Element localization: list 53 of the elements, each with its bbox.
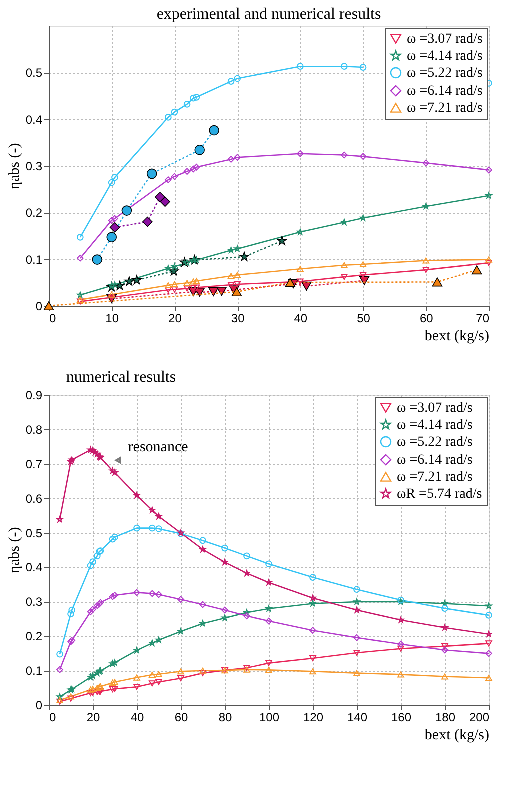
y-tick-label: 0.8 xyxy=(26,422,43,437)
chart-title: numerical results xyxy=(66,369,176,386)
y-tick-label: 0.4 xyxy=(26,112,43,127)
legend-label: ω =5.22 rad/s xyxy=(407,66,483,81)
y-tick-label: 0.2 xyxy=(26,206,43,220)
y-tick-label: 0.5 xyxy=(26,526,43,540)
x-tick-label: 60 xyxy=(420,312,434,326)
annotation: resonance xyxy=(128,439,189,456)
x-tick-label: 160 xyxy=(391,710,412,724)
y-axis-title: ηabs (-) xyxy=(6,143,23,190)
y-tick-label: 0 xyxy=(36,698,43,712)
legend-label: ω =6.14 rad/s xyxy=(407,84,483,99)
x-tick-label: 0 xyxy=(50,710,56,724)
y-tick-label: 0.6 xyxy=(26,492,43,506)
legend-label: ω =7.21 rad/s xyxy=(407,101,483,116)
legend-label: ω =5.22 rad/s xyxy=(397,435,473,450)
x-tick-label: 100 xyxy=(259,710,280,724)
x-tick-label: 60 xyxy=(174,710,188,724)
x-tick-label: 140 xyxy=(347,710,368,724)
legend-label: ω =4.14 rad/s xyxy=(407,49,483,64)
chart-title: experimental and numerical results xyxy=(156,6,382,23)
legend-label: ω =6.14 rad/s xyxy=(397,453,473,468)
legend-label: ω =3.07 rad/s xyxy=(407,32,483,47)
x-tick-label: 40 xyxy=(294,312,308,326)
x-tick-label: 30 xyxy=(231,312,246,326)
legend-label: ω =4.14 rad/s xyxy=(397,418,473,433)
x-tick-label: 200 xyxy=(469,710,490,724)
y-tick-label: 0.2 xyxy=(26,630,43,644)
x-axis-title: bext (kg/s) xyxy=(424,328,490,344)
x-tick-label: 0 xyxy=(50,312,56,326)
y-tick-label: 0.3 xyxy=(26,595,43,610)
legend-label: ωR =5.74 rad/s xyxy=(397,487,482,502)
y-tick-label: 0.9 xyxy=(26,388,43,402)
x-tick-label: 50 xyxy=(357,312,371,326)
x-tick-label: 120 xyxy=(303,710,324,724)
x-tick-label: 10 xyxy=(106,312,120,326)
y-tick-label: 0.7 xyxy=(26,457,43,472)
x-tick-label: 20 xyxy=(86,710,100,724)
x-tick-label: 20 xyxy=(168,312,182,326)
y-tick-label: 0 xyxy=(36,300,43,314)
legend-label: ω =7.21 rad/s xyxy=(397,470,473,485)
y-tick-label: 0.3 xyxy=(26,160,43,174)
y-tick-label: 0.4 xyxy=(26,560,43,575)
y-tick-label: 0.1 xyxy=(26,252,43,267)
x-tick-label: 40 xyxy=(130,710,144,724)
y-tick-label: 0.5 xyxy=(26,66,43,80)
x-tick-label: 70 xyxy=(476,312,490,326)
y-tick-label: 0.1 xyxy=(26,664,43,678)
y-axis-title: ηabs (-) xyxy=(6,527,23,574)
x-tick-label: 80 xyxy=(218,710,232,724)
legend-label: ω =3.07 rad/s xyxy=(397,401,473,416)
x-axis-title: bext (kg/s) xyxy=(424,728,490,744)
x-tick-label: 180 xyxy=(435,710,456,724)
